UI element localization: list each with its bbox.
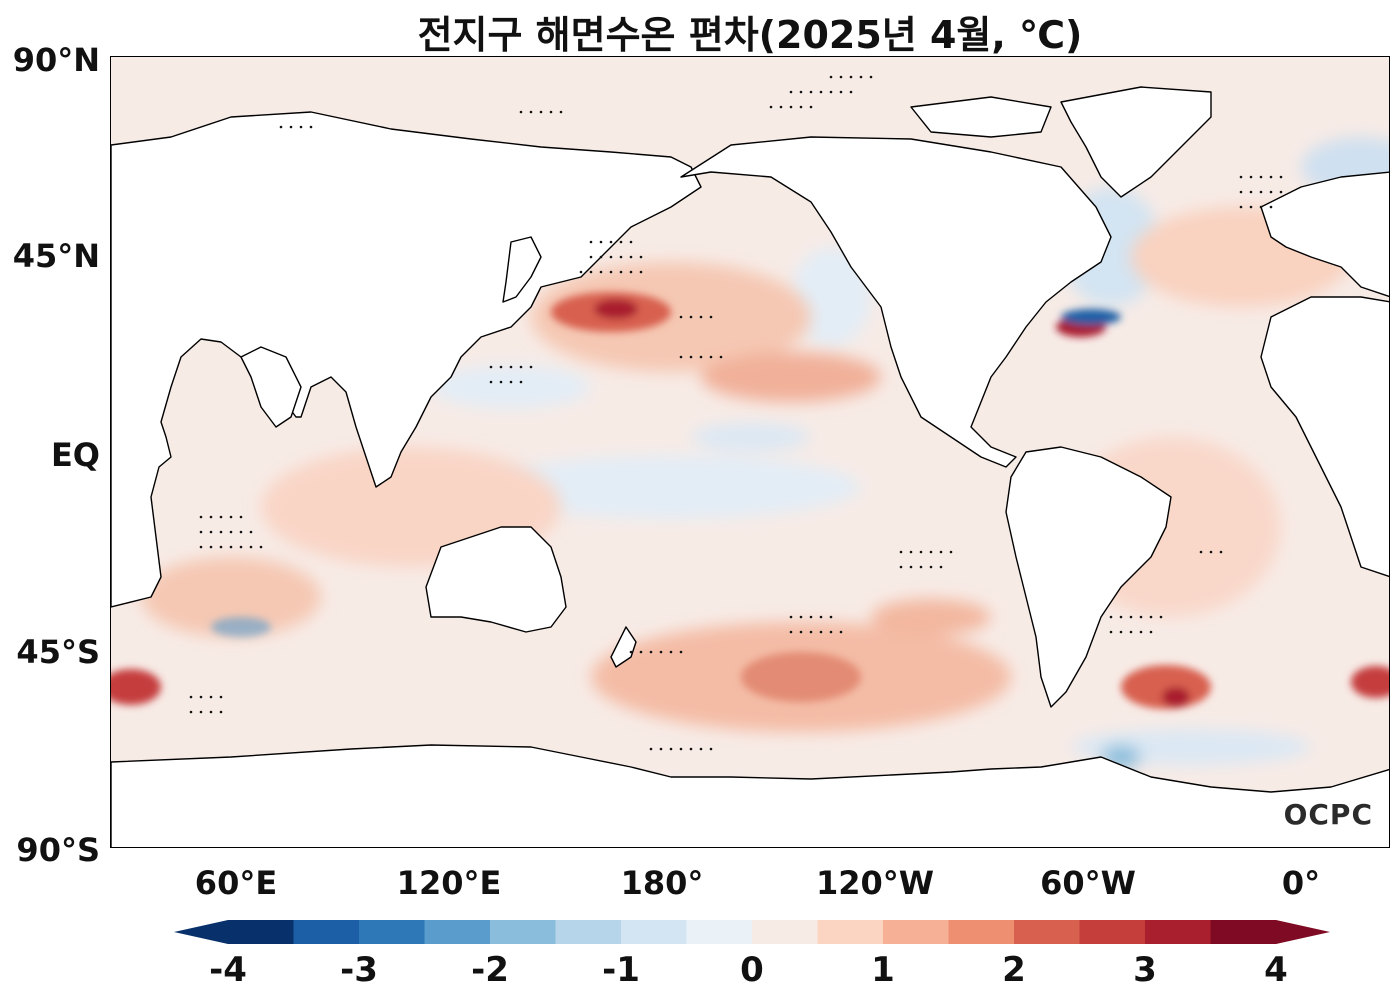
lat-label-90n: 90°N (12, 41, 100, 79)
lat-label-45s: 45°S (16, 633, 100, 671)
eurasia-africa (111, 111, 702, 608)
colorbar-cell (424, 920, 491, 944)
colorbar-cell (293, 920, 360, 944)
stipple-south-atlantic (1109, 550, 1223, 634)
colorbar-cells (174, 920, 1330, 944)
sst-anomaly-map: OCPC (110, 56, 1390, 848)
stipple-north-atlantic (1239, 175, 1283, 209)
antarctica (111, 744, 1389, 847)
significance-stippling (189, 75, 1283, 751)
lon-label-0: 0° (1281, 864, 1321, 902)
colorbar-cell (359, 920, 425, 944)
colorbar-tick-label: -2 (471, 950, 509, 990)
india (240, 346, 302, 428)
colorbar-cell (1079, 920, 1146, 944)
colorbar-cell (228, 920, 294, 944)
colorbar-tick-label: -3 (340, 950, 378, 990)
colorbar-tick-label: 2 (1002, 950, 1026, 990)
stipple-arctic (279, 75, 873, 129)
colorbar-tick-label: -4 (209, 950, 247, 990)
lat-label-45n: 45°N (12, 237, 100, 275)
colorbar-tick-label: 3 (1133, 950, 1157, 990)
lon-label-120w: 120°W (815, 864, 935, 902)
colorbar (174, 920, 1330, 944)
colorbar-cell (1210, 920, 1277, 944)
colorbar-tick-label: 0 (740, 950, 764, 990)
africa-west (1260, 296, 1389, 578)
colorbar-cell (948, 920, 1015, 944)
colorbar-tick-label: 4 (1264, 950, 1288, 990)
new-zealand (610, 626, 637, 668)
europe-west (1260, 171, 1389, 298)
colorbar-cell (621, 920, 687, 944)
colorbar-cell (752, 920, 818, 944)
north-america (680, 136, 1112, 468)
arctic-islands (910, 96, 1052, 138)
map-title: 전지구 해면수온 편차(2025년 4월, ℃) (417, 13, 1083, 57)
stipple-south-pacific (629, 550, 953, 751)
map-canvas (111, 57, 1389, 847)
colorbar-extend-high (1276, 920, 1330, 944)
colorbar-cell (1145, 920, 1211, 944)
lat-label-90s: 90°S (16, 831, 100, 869)
strong-warm-anomaly-spots (111, 292, 1389, 709)
lon-label-60e: 60°E (194, 864, 278, 902)
greenland (1060, 86, 1212, 198)
lon-label-120e: 120°E (396, 864, 502, 902)
south-america (1005, 446, 1172, 708)
colorbar-cell (817, 920, 884, 944)
colorbar-cell (686, 920, 753, 944)
colorbar-extend-low (174, 920, 228, 944)
colorbar-tick-label: -1 (602, 950, 640, 990)
australia (425, 526, 567, 633)
lon-label-60w: 60°W (1040, 864, 1136, 902)
colorbar-cell (490, 920, 556, 944)
japan (502, 236, 542, 303)
ocpc-logo: OCPC (1283, 798, 1373, 831)
lat-label-eq: EQ (50, 436, 100, 474)
colorbar-tick-label: 1 (871, 950, 895, 990)
land-masses (111, 86, 1389, 847)
colorbar-cell (1014, 920, 1080, 944)
colorbar-cell (883, 920, 949, 944)
stipple-north-pacific (489, 240, 723, 384)
colorbar-cell (555, 920, 622, 944)
stipple-south-indian (189, 515, 263, 714)
lon-label-180: 180° (620, 864, 704, 902)
